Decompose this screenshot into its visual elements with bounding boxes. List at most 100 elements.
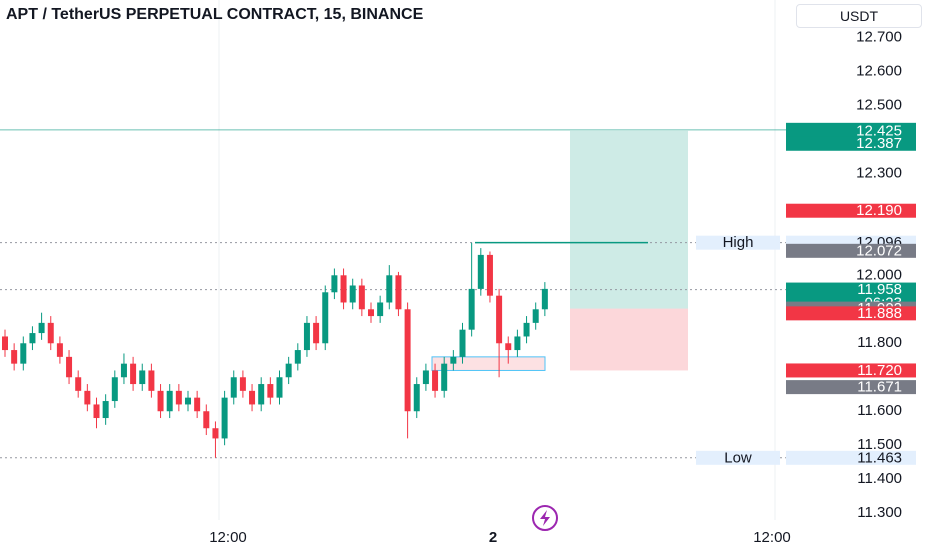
candle-body [29,333,36,344]
price-badge [786,363,916,378]
candle-body [303,322,310,351]
price-badge-label: 12.190 [856,202,902,219]
candle-body [120,363,127,378]
candle-body [194,397,201,412]
y-tick-label: 12.700 [856,28,902,45]
y-tick-label: 11.500 [857,436,902,453]
price-badge-label: 12.072 [856,242,902,259]
y-tick-label: 12.500 [856,96,902,113]
candle-body [276,377,283,398]
candle-body [249,390,256,405]
price-badge-label: 11.463 [857,449,902,466]
candle-body [84,390,91,405]
price-badge-label: 11.720 [857,362,902,379]
candle-body [322,292,329,344]
candle-body [157,390,164,412]
candle-body [20,343,27,364]
price-badge [786,450,916,465]
x-tick-label: 12:00 [209,529,247,546]
price-badge [786,380,916,395]
tag-badge [696,450,780,465]
candle-body [212,428,219,439]
price-badge-label: 12.387 [856,135,902,152]
candle-body [432,370,439,391]
chart-title: APT / TetherUS PERPETUAL CONTRACT, 15, B… [6,6,424,23]
candle-body [130,363,137,385]
candle-body [368,309,374,317]
currency-button[interactable]: USDT [796,4,922,28]
candle-body [221,397,228,439]
candle-body [313,322,320,344]
candle-body [395,275,402,310]
x-tick-label: 2 [489,529,497,546]
candle-body [139,370,146,385]
candle-body [349,285,356,303]
candle-body [340,275,347,303]
candle-body [175,390,182,405]
loss-zone [570,308,688,371]
candle-body [166,390,173,412]
tag-label: High [723,234,754,251]
candle-body [203,411,210,429]
candle-body [239,377,246,391]
candle-body [477,254,484,289]
candle-body [56,343,63,357]
candle-body [66,356,73,378]
price-badge-label: 11.958 [857,281,902,298]
y-tick-label: 11.400 [857,470,902,487]
candle-body [11,350,18,364]
candle-body [358,285,365,310]
candle-body [459,329,466,357]
y-tick-label: 11.800 [857,334,902,351]
y-tick-label: 12.000 [856,266,902,283]
candle-body [505,343,512,351]
demand-zone [431,356,546,371]
candle-body [450,356,457,364]
candle-body [404,309,411,412]
candle-body [386,275,393,303]
candle-body [496,295,503,344]
candle-body [532,309,539,323]
price-badge [786,203,916,218]
price-badge-label: 12.425 [856,122,902,139]
price-badge [786,243,916,258]
y-tick-label: 11.300 [857,504,902,521]
candle-body [2,336,8,351]
candle-body [331,275,338,293]
y-tick-label: 12.300 [856,164,902,181]
candle-body [285,363,292,378]
price-badge-label: 11.671 [857,379,902,396]
candle-body [185,397,191,405]
candle-body [258,384,265,405]
candle-body [148,370,155,391]
price-badge [786,306,916,321]
y-tick-label: 11.600 [857,402,902,419]
profit-zone [570,130,688,309]
candle-body [514,336,521,351]
candle-body [93,404,100,419]
candle-body [294,350,301,364]
candle-body [47,322,54,344]
candle-body [377,302,384,317]
candle-body [541,288,548,310]
candle-body [523,322,530,337]
y-tick-label: 12.600 [856,62,902,79]
candle-body [441,363,448,391]
candle-body [102,401,109,419]
candle-body [468,288,475,330]
candle-body [38,322,45,334]
candle-body [413,384,420,412]
candle-body [422,370,429,385]
tag-badge [696,235,780,250]
candle-body [486,254,493,296]
price-badge-label: 11.888 [857,305,902,322]
price-badge [786,123,916,138]
candle-body [267,384,274,398]
x-tick-label: 12:00 [753,529,791,546]
bolt [540,510,550,526]
candle-body [75,377,82,391]
price-badge [786,136,916,151]
